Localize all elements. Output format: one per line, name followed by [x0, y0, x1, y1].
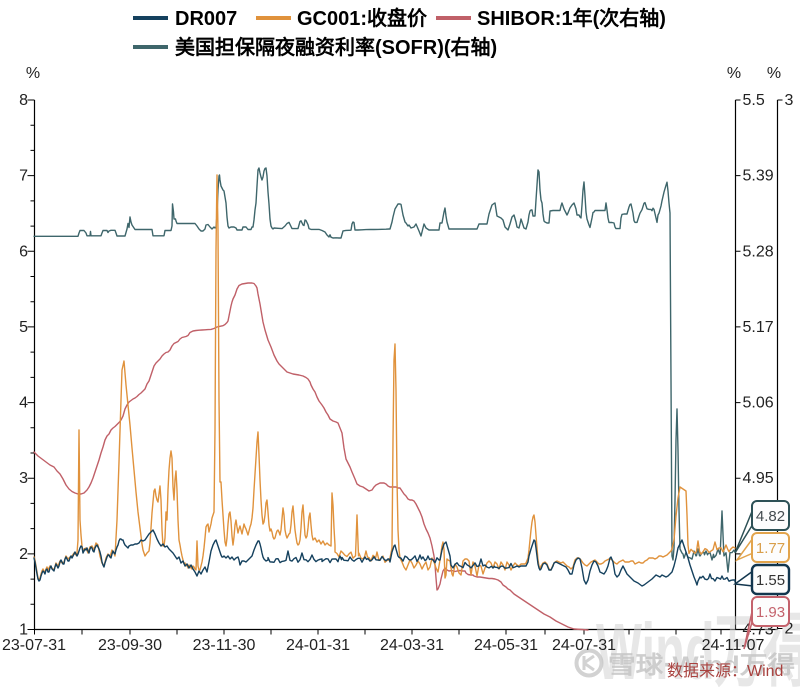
svg-text:5.39: 5.39 [743, 168, 774, 185]
svg-text:%: % [727, 65, 741, 82]
svg-text:5.17: 5.17 [743, 319, 774, 336]
svg-text:7: 7 [19, 168, 28, 185]
svg-text:1.77: 1.77 [756, 540, 785, 557]
svg-text:雪球·Wind万得: 雪球·Wind万得 [608, 651, 795, 679]
svg-text:24-05-31: 24-05-31 [474, 637, 538, 654]
svg-text:5: 5 [19, 319, 28, 336]
svg-text:23-11-30: 23-11-30 [193, 637, 256, 654]
svg-text:1.55: 1.55 [756, 572, 785, 589]
svg-text:3: 3 [785, 92, 794, 109]
svg-text:24-03-31: 24-03-31 [380, 637, 444, 654]
svg-text:3: 3 [19, 470, 28, 487]
svg-text:GC001:收盘价: GC001:收盘价 [297, 6, 428, 30]
svg-text:23-09-30: 23-09-30 [98, 637, 162, 654]
svg-text:DR007: DR007 [175, 8, 237, 30]
svg-text:%: % [767, 65, 781, 82]
svg-text:1: 1 [19, 622, 28, 639]
svg-text:5.06: 5.06 [743, 395, 774, 412]
svg-text:24-11-07: 24-11-07 [702, 637, 765, 654]
svg-text:1.93: 1.93 [756, 604, 785, 621]
svg-text:%: % [26, 65, 40, 82]
svg-text:4.82: 4.82 [756, 508, 785, 525]
svg-text:2: 2 [785, 621, 794, 638]
svg-text:5.28: 5.28 [743, 243, 774, 260]
svg-text:5.5: 5.5 [743, 92, 765, 109]
svg-text:6: 6 [19, 243, 28, 260]
svg-text:24-07-31: 24-07-31 [552, 637, 616, 654]
svg-text:美国担保隔夜融资利率(SOFR)(右轴): 美国担保隔夜融资利率(SOFR)(右轴) [175, 35, 497, 59]
svg-text:4.95: 4.95 [743, 470, 774, 487]
svg-text:数据来源：Wind: 数据来源：Wind [667, 662, 783, 680]
svg-text:2: 2 [19, 546, 28, 563]
svg-text:4: 4 [19, 395, 28, 412]
svg-text:23-07-31: 23-07-31 [2, 637, 66, 654]
svg-text:SHIBOR:1年(次右轴): SHIBOR:1年(次右轴) [477, 6, 666, 30]
svg-text:24-01-31: 24-01-31 [286, 637, 350, 654]
svg-text:8: 8 [19, 92, 28, 109]
